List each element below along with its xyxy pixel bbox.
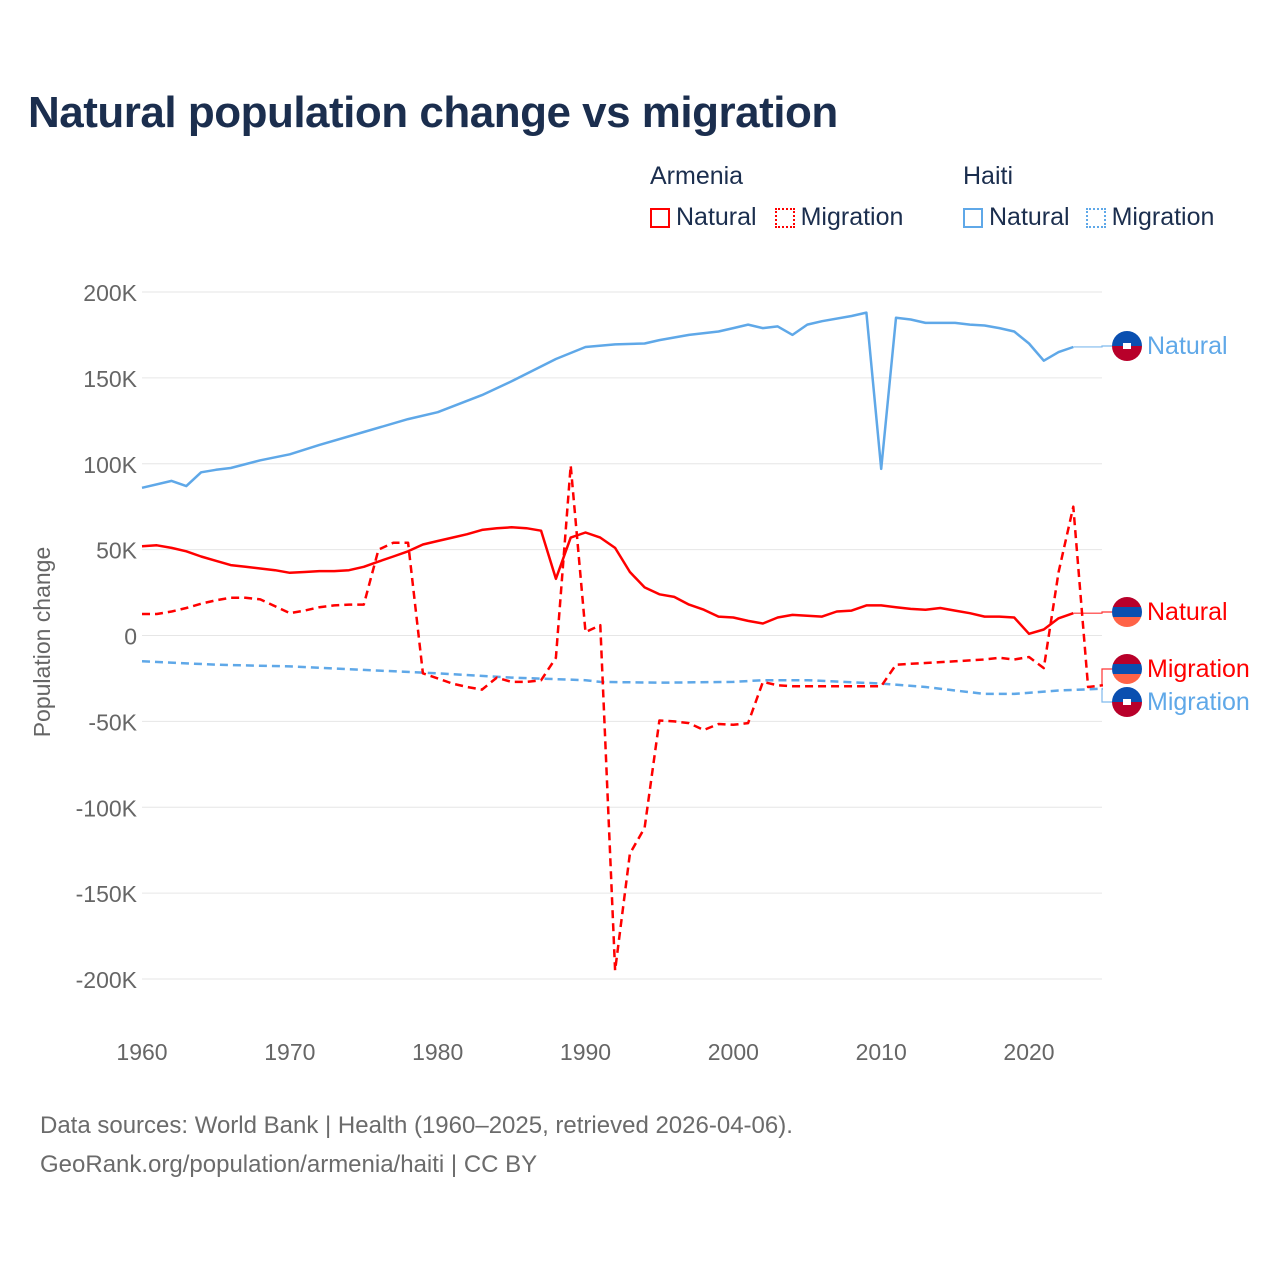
leader-line [1073, 345, 1112, 348]
data-source: Data sources: World Bank | Health (1960–… [40, 1112, 793, 1139]
chart-title: Natural population change vs migration [28, 88, 838, 137]
end-label-text: Migration [1147, 688, 1250, 716]
legend-group-title: Armenia [650, 162, 744, 190]
legend-swatch [774, 207, 795, 228]
y-tick-label: -150K [76, 881, 138, 907]
legend-swatch [650, 207, 670, 228]
x-tick-label: 2000 [708, 1039, 759, 1065]
y-tick-label: 200K [83, 280, 137, 306]
y-tick-label: 150K [83, 366, 137, 392]
x-tick-label: 2020 [1003, 1039, 1054, 1065]
x-tick-label: 1990 [560, 1039, 611, 1065]
series-line-haiti-migration [141, 660, 1103, 696]
footer: Data sources: World Bank | Health (1960–… [40, 1106, 793, 1184]
y-tick-label: -200K [76, 967, 138, 993]
end-label-armenia-migration: Migration [1101, 654, 1250, 686]
armenia-flag-icon [1112, 597, 1142, 627]
legend-label: Migration [1111, 203, 1215, 231]
leader-line [1101, 688, 1112, 703]
y-tick-label: 100K [83, 452, 137, 478]
end-label-text: Natural [1147, 332, 1228, 360]
legend-group-title: Haiti [963, 162, 1014, 190]
x-tick-label: 2010 [856, 1039, 907, 1065]
legend-group-haiti: Haiti Natural Migration [963, 162, 1214, 232]
flag-emblem [1123, 343, 1131, 349]
x-tick-label: 1960 [116, 1039, 167, 1065]
end-label-text: Natural [1147, 598, 1228, 626]
legend-item-haiti-migration[interactable]: Migration [1085, 203, 1215, 232]
legend-item-haiti-natural[interactable]: Natural [963, 203, 1070, 232]
series-line-haiti-natural [141, 311, 1074, 490]
flag-emblem [1123, 699, 1131, 705]
armenia-flag-icon [1112, 654, 1142, 684]
legend-swatch [1085, 207, 1106, 228]
legend-group-armenia: Armenia Natural Migration [650, 162, 921, 232]
x-tick-label: 1980 [412, 1039, 463, 1065]
legend-label: Natural [676, 203, 757, 231]
series-line-armenia-migration [142, 464, 1104, 972]
y-tick-label: -100K [76, 795, 138, 821]
flag-stripe [1112, 664, 1142, 674]
flag-stripe [1112, 617, 1142, 627]
series-line-armenia-natural [141, 526, 1074, 636]
legend-label: Natural [989, 203, 1070, 231]
y-tick-label: 50K [96, 538, 138, 564]
flag-stripe [1112, 607, 1142, 617]
flag-stripe [1112, 702, 1142, 717]
legend-swatch [963, 207, 983, 228]
attribution-link[interactable]: GeoRank.org/population/armenia/haiti | C… [40, 1151, 538, 1178]
y-tick-label: 0 [124, 624, 137, 650]
end-label-haiti-natural: Natural [1073, 331, 1228, 361]
y-axis-label: Population change [29, 547, 55, 738]
x-tick-label: 1970 [264, 1039, 315, 1065]
legend-label: Migration [800, 203, 904, 231]
flag-stripe [1112, 346, 1142, 361]
leader-line [1073, 611, 1112, 614]
end-label-haiti-migration: Migration [1101, 687, 1250, 717]
y-tick-label: -50K [88, 709, 137, 735]
flag-stripe [1112, 331, 1142, 346]
haiti-flag-icon [1112, 331, 1142, 361]
leader-line [1101, 668, 1112, 686]
end-label-armenia-natural: Natural [1073, 597, 1228, 627]
flag-stripe [1112, 597, 1142, 607]
haiti-flag-icon [1112, 687, 1142, 717]
flag-stripe [1112, 654, 1142, 664]
end-label-text: Migration [1147, 655, 1250, 683]
legend-item-armenia-natural[interactable]: Natural [650, 203, 757, 232]
legend-item-armenia-migration[interactable]: Migration [774, 203, 904, 232]
flag-stripe [1112, 687, 1142, 702]
flag-stripe [1112, 674, 1142, 684]
